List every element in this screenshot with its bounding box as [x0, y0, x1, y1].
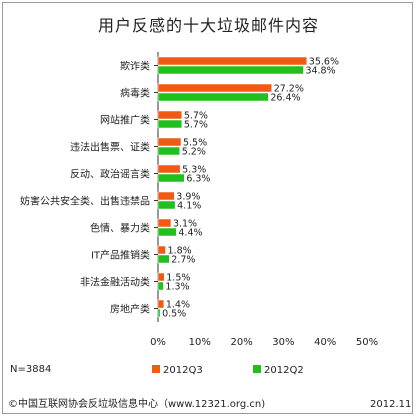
bar-2012Q2 — [157, 173, 185, 183]
bar-2012Q3 — [157, 56, 308, 66]
category-label: 非法金融活动类 — [80, 276, 150, 289]
x-tick-label: 20% — [230, 337, 252, 348]
data-label: 1.3% — [165, 282, 189, 293]
data-label: 27.2% — [274, 84, 304, 95]
x-tick-label: 30% — [272, 337, 294, 348]
legend-swatch-2012Q2 — [253, 365, 261, 373]
data-label: 35.6% — [309, 57, 339, 68]
category-label: 反动、政治谣言类 — [70, 168, 150, 181]
chart-title: 用户反感的十大垃圾邮件内容 — [97, 16, 319, 35]
bar-2012Q3 — [157, 164, 181, 174]
legend-label-2012Q2: 2012Q2 — [264, 365, 304, 376]
bar-2012Q2 — [157, 92, 269, 102]
bar-2012Q2 — [157, 200, 176, 210]
bar-2012Q2 — [157, 119, 183, 129]
bar-2012Q3 — [157, 299, 165, 309]
data-label: 4.4% — [178, 228, 202, 239]
legend-label-2012Q3: 2012Q3 — [163, 365, 203, 376]
bar-2012Q2 — [157, 146, 180, 156]
bar-2012Q2 — [157, 254, 170, 264]
bar-2012Q3 — [157, 137, 182, 147]
category-label: 网站推广类 — [100, 114, 150, 127]
category-label: IT产品推销类 — [91, 249, 150, 262]
data-label: 1.5% — [166, 273, 190, 284]
data-label: 5.7% — [184, 120, 208, 131]
bar-2012Q3 — [157, 218, 172, 228]
bar-2012Q3 — [157, 245, 166, 255]
data-label: 34.8% — [305, 66, 335, 77]
legend: 2012Q3 2012Q2 — [152, 365, 304, 376]
bar-2012Q3 — [157, 83, 272, 93]
data-label: 5.5% — [183, 138, 207, 149]
data-label: 26.4% — [270, 93, 300, 104]
report-date: 2012.11 — [370, 399, 411, 410]
x-tick-label: 0% — [150, 337, 166, 348]
category-label: 违法出售票、证类 — [70, 141, 150, 154]
data-label: 5.2% — [182, 147, 206, 158]
data-label: 6.3% — [186, 174, 210, 185]
data-label: 3.1% — [173, 219, 197, 230]
bar-2012Q2 — [157, 308, 161, 318]
x-tick-label: 40% — [314, 337, 336, 348]
category-label: 色情、暴力类 — [90, 222, 150, 235]
category-label: 妨害公共安全类、出售违禁品 — [20, 195, 150, 208]
category-label: 房地产类 — [110, 303, 150, 316]
bar-2012Q3 — [157, 272, 165, 282]
data-label: 3.9% — [176, 192, 200, 203]
bar-2012Q2 — [157, 281, 164, 291]
data-label: 4.1% — [177, 201, 201, 212]
category-label: 病毒类 — [120, 87, 150, 100]
data-label: 5.3% — [182, 165, 206, 176]
category-label: 欺诈类 — [120, 60, 150, 73]
bar-2012Q3 — [157, 110, 183, 120]
sample-size: N=3884 — [10, 364, 51, 375]
x-tick-label: 50% — [356, 337, 378, 348]
bar-2012Q2 — [157, 227, 177, 237]
source-credit: ©中国互联网协会反垃圾信息中心（www.12321.org.cn) — [8, 397, 265, 410]
bars — [157, 56, 308, 318]
data-label: 2.7% — [171, 255, 195, 266]
bar-2012Q2 — [157, 65, 304, 75]
labels: 欺诈类 35.6%34.8% 病毒类 27.2%26.4% 网站推广类 5.7%5.7% 违… — [20, 57, 339, 320]
bar-2012Q3 — [157, 191, 175, 201]
data-label: 1.8% — [168, 246, 192, 257]
data-label: 5.7% — [184, 111, 208, 122]
data-label: 0.5% — [162, 309, 186, 320]
x-tick-label: 10% — [189, 337, 211, 348]
data-label: 1.4% — [166, 300, 190, 311]
legend-swatch-2012Q3 — [152, 365, 160, 373]
